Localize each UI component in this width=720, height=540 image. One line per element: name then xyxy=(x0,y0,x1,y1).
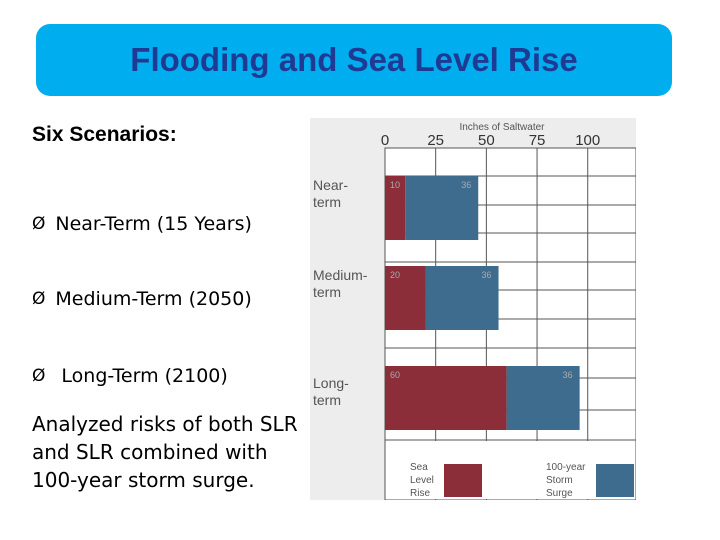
category-label: Long-term xyxy=(313,375,349,408)
arrow-bullet-icon: Ø xyxy=(32,366,46,386)
category-label: Near-term xyxy=(313,177,348,210)
legend-background xyxy=(386,441,635,499)
bullet-near-term: Ø Near-Term (15 Years) xyxy=(32,213,252,235)
legend-label: 100-year Storm Surge xyxy=(546,462,586,499)
bar-storm-surge xyxy=(405,176,479,240)
x-tick-label: 50 xyxy=(478,132,495,149)
bullet-text: Long-Term (2100) xyxy=(55,365,228,387)
bullet-medium-term: Ø Medium-Term (2050) xyxy=(32,288,252,310)
bullet-text: Near-Term (15 Years) xyxy=(55,213,252,235)
slide-title: Flooding and Sea Level Rise xyxy=(130,41,578,78)
category-label: Medium-term xyxy=(313,267,368,300)
bar-data-label: 36 xyxy=(482,270,492,280)
x-tick-label: 0 xyxy=(381,132,389,149)
arrow-bullet-icon: Ø xyxy=(32,214,46,234)
scenarios-heading: Six Scenarios: xyxy=(32,123,177,146)
x-tick-label: 75 xyxy=(529,132,546,149)
bar-sea-level-rise xyxy=(385,266,426,330)
bar-data-label: 20 xyxy=(390,270,400,280)
bullet-long-term: Ø Long-Term (2100) xyxy=(32,365,228,387)
title-banner: Flooding and Sea Level Rise xyxy=(36,24,672,96)
bar-storm-surge xyxy=(425,266,499,330)
bar-data-label: 60 xyxy=(390,370,400,380)
bar-storm-surge xyxy=(506,366,580,430)
axis-title: Inches of Saltwater xyxy=(459,122,545,133)
x-tick-label: 25 xyxy=(427,132,444,149)
legend-swatch xyxy=(444,464,482,497)
saltwater-chart: Inches of Saltwater 0 25 50 75 100 Near-term 10… xyxy=(310,118,636,500)
bar-data-label: 36 xyxy=(461,180,471,190)
analysis-paragraph: Analyzed risks of both SLR and SLR combi… xyxy=(32,412,298,492)
chart-canvas: Inches of Saltwater 0 25 50 75 100 Near-term 10… xyxy=(313,122,636,500)
arrow-bullet-icon: Ø xyxy=(32,289,46,309)
bar-sea-level-rise xyxy=(385,366,507,430)
bar-sea-level-rise xyxy=(385,176,406,240)
x-tick-label: 100 xyxy=(575,132,600,149)
legend-swatch xyxy=(596,464,634,497)
legend-label: Sea Level Rise xyxy=(410,462,434,499)
bar-data-label: 10 xyxy=(390,180,400,190)
bullet-text: Medium-Term (2050) xyxy=(55,288,252,310)
bar-data-label: 36 xyxy=(563,370,573,380)
